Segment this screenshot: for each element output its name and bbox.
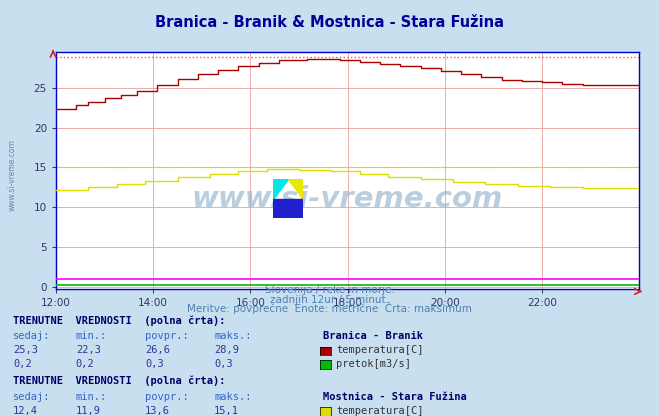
Text: 26,6: 26,6 — [145, 345, 170, 355]
Text: temperatura[C]: temperatura[C] — [336, 406, 424, 416]
Text: maks.:: maks.: — [214, 392, 252, 402]
Polygon shape — [273, 179, 289, 199]
Polygon shape — [273, 199, 303, 218]
Text: min.:: min.: — [76, 392, 107, 402]
Text: www.si-vreme.com: www.si-vreme.com — [192, 185, 503, 213]
Text: 13,6: 13,6 — [145, 406, 170, 416]
Text: 15,1: 15,1 — [214, 406, 239, 416]
Text: sedaj:: sedaj: — [13, 392, 51, 402]
Text: pretok[m3/s]: pretok[m3/s] — [336, 359, 411, 369]
Text: www.si-vreme.com: www.si-vreme.com — [8, 139, 17, 210]
Text: zadnjih 12ur / 5 minut.: zadnjih 12ur / 5 minut. — [270, 295, 389, 305]
Text: Branica - Branik & Mostnica - Stara Fužina: Branica - Branik & Mostnica - Stara Fuži… — [155, 15, 504, 30]
Text: TRENUTNE  VREDNOSTI  (polna črta):: TRENUTNE VREDNOSTI (polna črta): — [13, 376, 225, 386]
Text: 0,3: 0,3 — [145, 359, 163, 369]
Text: sedaj:: sedaj: — [13, 332, 51, 342]
Text: Mostnica - Stara Fužina: Mostnica - Stara Fužina — [323, 392, 467, 402]
Text: TRENUTNE  VREDNOSTI  (polna črta):: TRENUTNE VREDNOSTI (polna črta): — [13, 315, 225, 326]
Text: 25,3: 25,3 — [13, 345, 38, 355]
Text: povpr.:: povpr.: — [145, 392, 188, 402]
Text: maks.:: maks.: — [214, 332, 252, 342]
Polygon shape — [289, 179, 303, 199]
Text: 0,2: 0,2 — [13, 359, 32, 369]
Text: 28,9: 28,9 — [214, 345, 239, 355]
Text: 11,9: 11,9 — [76, 406, 101, 416]
Text: min.:: min.: — [76, 332, 107, 342]
Text: temperatura[C]: temperatura[C] — [336, 345, 424, 355]
Text: povpr.:: povpr.: — [145, 332, 188, 342]
Text: 22,3: 22,3 — [76, 345, 101, 355]
Text: Slovenija / reke in morje.: Slovenija / reke in morje. — [264, 285, 395, 295]
Text: Meritve: povprečne  Enote: metrične  Črta: maksimum: Meritve: povprečne Enote: metrične Črta:… — [187, 302, 472, 314]
Text: 0,2: 0,2 — [76, 359, 94, 369]
Text: Branica - Branik: Branica - Branik — [323, 332, 423, 342]
Text: 0,3: 0,3 — [214, 359, 233, 369]
Text: 12,4: 12,4 — [13, 406, 38, 416]
